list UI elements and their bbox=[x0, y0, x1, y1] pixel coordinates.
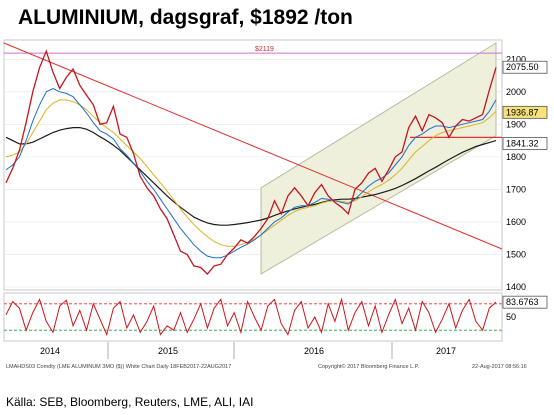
watermark: LMAHDS03 Comdty (LME ALUMINUM 3MO ($)) W… bbox=[6, 364, 231, 370]
source-note: Källa: SEB, Bloomberg, Reuters, LME, ALI… bbox=[6, 395, 254, 409]
price-axis: 1400 1500 1600 1700 1800 1900 2000 2100 bbox=[506, 54, 526, 292]
stochastic-panel bbox=[3, 292, 503, 342]
x-tick-label: 2015 bbox=[158, 346, 178, 356]
price-tick-label: 1800 bbox=[506, 152, 526, 162]
copyright: Copyright© 2017 Bloomberg Finance L.P. bbox=[318, 363, 420, 370]
stochastic-axis: 50 bbox=[506, 312, 516, 322]
stochastic-line bbox=[5, 297, 497, 337]
svg-text:1936.87: 1936.87 bbox=[506, 107, 539, 117]
moving-average-fast bbox=[5, 87, 497, 259]
price-tick-label: 2100 bbox=[506, 54, 526, 64]
resistance-label: $2119 bbox=[255, 46, 274, 53]
stochastic-tick-label: 50 bbox=[506, 312, 516, 322]
x-tick-label: 2016 bbox=[304, 346, 324, 356]
svg-text:1841.32: 1841.32 bbox=[506, 138, 539, 148]
price-tick-label: 1900 bbox=[506, 119, 526, 129]
x-tick-label: 2014 bbox=[40, 346, 60, 356]
chart-title: ALUMINIUM, dagsgraf, $1892 /ton bbox=[18, 6, 353, 29]
price-tick-label: 1500 bbox=[506, 249, 526, 259]
svg-text:2075.50: 2075.50 bbox=[506, 62, 539, 72]
price-tick-label: 1600 bbox=[506, 217, 526, 227]
price-tick-label: 1700 bbox=[506, 184, 526, 194]
falling-trendline bbox=[3, 42, 503, 250]
timestamp: 22-Aug-2017 08:56:16 bbox=[472, 364, 527, 370]
price-line bbox=[5, 49, 497, 275]
x-tick-label: 2017 bbox=[436, 346, 456, 356]
stochastic-tag: 83.6763 bbox=[502, 295, 548, 309]
price-tick-label: 1400 bbox=[506, 282, 526, 292]
x-axis: 2014 2015 2016 2017 bbox=[40, 342, 456, 359]
ma-tag-1: 1936.87 bbox=[502, 105, 548, 119]
svg-text:83.6763: 83.6763 bbox=[506, 297, 539, 307]
price-chart: $2119 1400 1500 1600 1700 1800 1900 2000 2100 2… bbox=[3, 39, 548, 370]
rising-channel bbox=[260, 42, 497, 275]
price-tick-label: 2000 bbox=[506, 87, 526, 97]
ma-tag-2: 1841.32 bbox=[502, 137, 548, 150]
moving-average-slow bbox=[5, 126, 497, 226]
last-price-tag: 2075.50 bbox=[502, 60, 548, 74]
